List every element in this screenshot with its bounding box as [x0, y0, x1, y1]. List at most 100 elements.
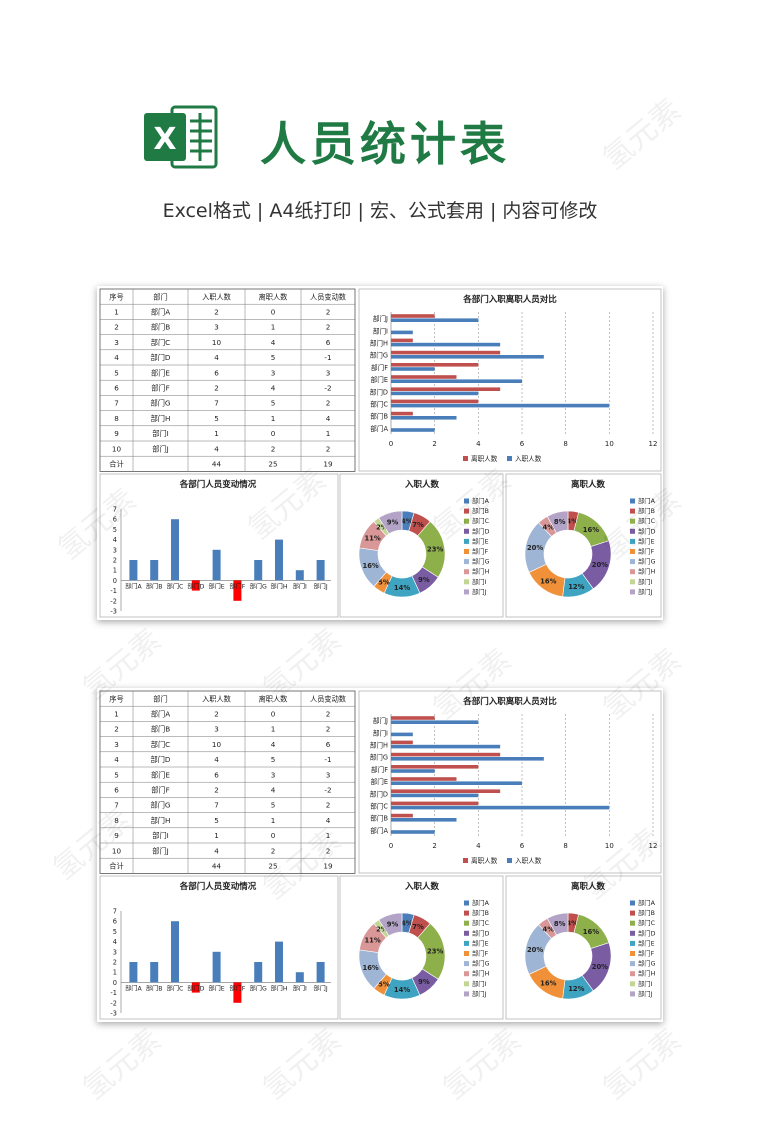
hbar-category-label: 部门F: [371, 363, 388, 372]
vbar-bar: [191, 580, 200, 591]
vbar-y-tick: 2: [113, 557, 117, 565]
vbar-category-label: 部门H: [270, 984, 287, 992]
donut-legend-swatch: [464, 528, 469, 534]
table-cell: 部门J: [152, 846, 169, 855]
table-cell: 3: [271, 368, 276, 377]
table-cell: 3: [114, 338, 119, 347]
donut-slice-label: 12%: [568, 583, 584, 591]
table-total-cell: 44: [212, 862, 222, 871]
hbar-chart: 各部门入职离职人员对比 0 2 4 6 8 10 12 部门A 部门B 部门C 部门D 部门E 部门F 部门…: [358, 690, 662, 874]
hbar-category-label: 部门E: [371, 375, 388, 384]
table-cell: 2: [326, 323, 331, 332]
hbar-legend-label: 离职人数: [471, 856, 498, 865]
donut-legend-swatch: [464, 910, 469, 916]
donut-slice: [546, 510, 569, 534]
vbar-bar: [233, 580, 242, 601]
donut-legend-swatch: [630, 961, 635, 967]
hbar-bar-leave: [391, 375, 457, 379]
watermark-text: 氢元素: [596, 92, 688, 178]
donut-legend-label: 部门A: [638, 496, 656, 505]
hbar-bar-join: [391, 769, 435, 773]
table-cell: 2: [214, 384, 219, 393]
table-cell: 2: [326, 308, 331, 317]
donut-legend-swatch: [630, 549, 635, 554]
donut-legend-label: 部门H: [638, 567, 656, 576]
donut-legend-label: 部门C: [638, 516, 656, 525]
donut-legend-label: 部门F: [638, 949, 655, 958]
donut-legend-swatch: [630, 930, 635, 936]
vbar-y-tick: 7: [113, 908, 117, 916]
donut-legend-swatch: [630, 538, 635, 544]
donut-legend-swatch: [464, 951, 469, 956]
table-cell: 部门G: [151, 399, 171, 408]
donut-legend-swatch: [630, 508, 635, 514]
donut-legend-label: 部门D: [638, 928, 656, 937]
vbar-category-label: 部门D: [187, 582, 204, 590]
donut-legend-label: 部门C: [472, 516, 490, 525]
hbar-bar-leave: [391, 777, 457, 781]
hbar-category-label: 部门I: [373, 326, 388, 335]
donut-legend-label: 部门F: [472, 949, 489, 958]
donut-slice-label: 16%: [362, 964, 378, 972]
vbar-bar: [129, 962, 138, 983]
hbar-bar-leave: [391, 338, 413, 343]
table-cell: 2: [271, 846, 276, 855]
donut-legend-swatch: [464, 498, 469, 504]
watermark-text: 氢元素: [76, 1022, 168, 1108]
hbar-bar-join: [391, 379, 522, 383]
donut-slice-label: 7%: [412, 521, 424, 529]
vbar-category-label: 部门D: [187, 984, 204, 992]
hbar-bar-leave: [391, 752, 501, 757]
donut-slice-label: 20%: [527, 544, 543, 552]
table-cell: 4: [214, 755, 219, 764]
table-cell: 8: [114, 414, 119, 423]
vbar-y-tick: 6: [113, 918, 117, 926]
hbar-bar-leave: [391, 765, 479, 769]
table-cell: 部门I: [152, 831, 169, 840]
table-cell: 5: [214, 816, 219, 825]
donut-legend-label: 部门A: [638, 898, 656, 907]
table-cell: 2: [214, 308, 219, 317]
donut-slice-label: 20%: [527, 946, 543, 954]
donut-slice-label: 11%: [364, 936, 380, 944]
vbar-category-label: 部门J: [313, 984, 327, 992]
table-cell: 1: [271, 414, 276, 423]
table-cell: 4: [214, 353, 219, 362]
donut-legend-label: 部门D: [472, 526, 490, 535]
table-cell: 4: [271, 740, 276, 749]
hbar-bar-leave: [391, 314, 435, 318]
donut-legend-label: 部门G: [472, 557, 490, 566]
hbar-category-label: 部门F: [371, 765, 388, 774]
table-header-cell: 序号: [109, 694, 123, 703]
table-cell: 部门H: [151, 414, 171, 423]
table-header-cell: 人员变动数: [310, 292, 346, 301]
hbar-category-label: 部门E: [371, 777, 388, 786]
table-cell: 2: [326, 399, 331, 408]
hbar-bar-join: [391, 318, 479, 322]
donut-slice-label: 9%: [418, 576, 430, 584]
donut-legend-swatch: [464, 549, 469, 554]
hbar-category-label: 部门C: [370, 400, 388, 409]
donut-legend-label: 部门G: [638, 959, 656, 968]
donut-legend-label: 部门E: [472, 536, 489, 545]
table-cell: 10: [212, 338, 222, 347]
vbar-y-tick: 1: [113, 969, 117, 977]
table-header-cell: 入职人数: [202, 694, 231, 703]
table-header-cell: 人员变动数: [310, 694, 346, 703]
donut-legend-label: 部门B: [638, 908, 655, 917]
vbar-category-label: 部门F: [229, 582, 245, 590]
vbar-category-label: 部门J: [313, 582, 327, 590]
hbar-bar-join: [391, 391, 479, 396]
table-header-cell: 部门: [153, 694, 167, 703]
table-cell: 部门C: [151, 338, 170, 347]
vbar-category-label: 部门B: [146, 582, 163, 590]
vbar-y-tick: 4: [113, 536, 117, 544]
donut-slice-label: 2%: [376, 926, 388, 934]
vbar-y-tick: -2: [110, 597, 117, 605]
table-cell: 2: [326, 846, 331, 855]
donut-slice-label: 16%: [583, 928, 599, 936]
table-cell: 部门A: [151, 710, 170, 719]
table-cell: 1: [214, 831, 219, 840]
hbar-bar-leave: [391, 740, 413, 745]
